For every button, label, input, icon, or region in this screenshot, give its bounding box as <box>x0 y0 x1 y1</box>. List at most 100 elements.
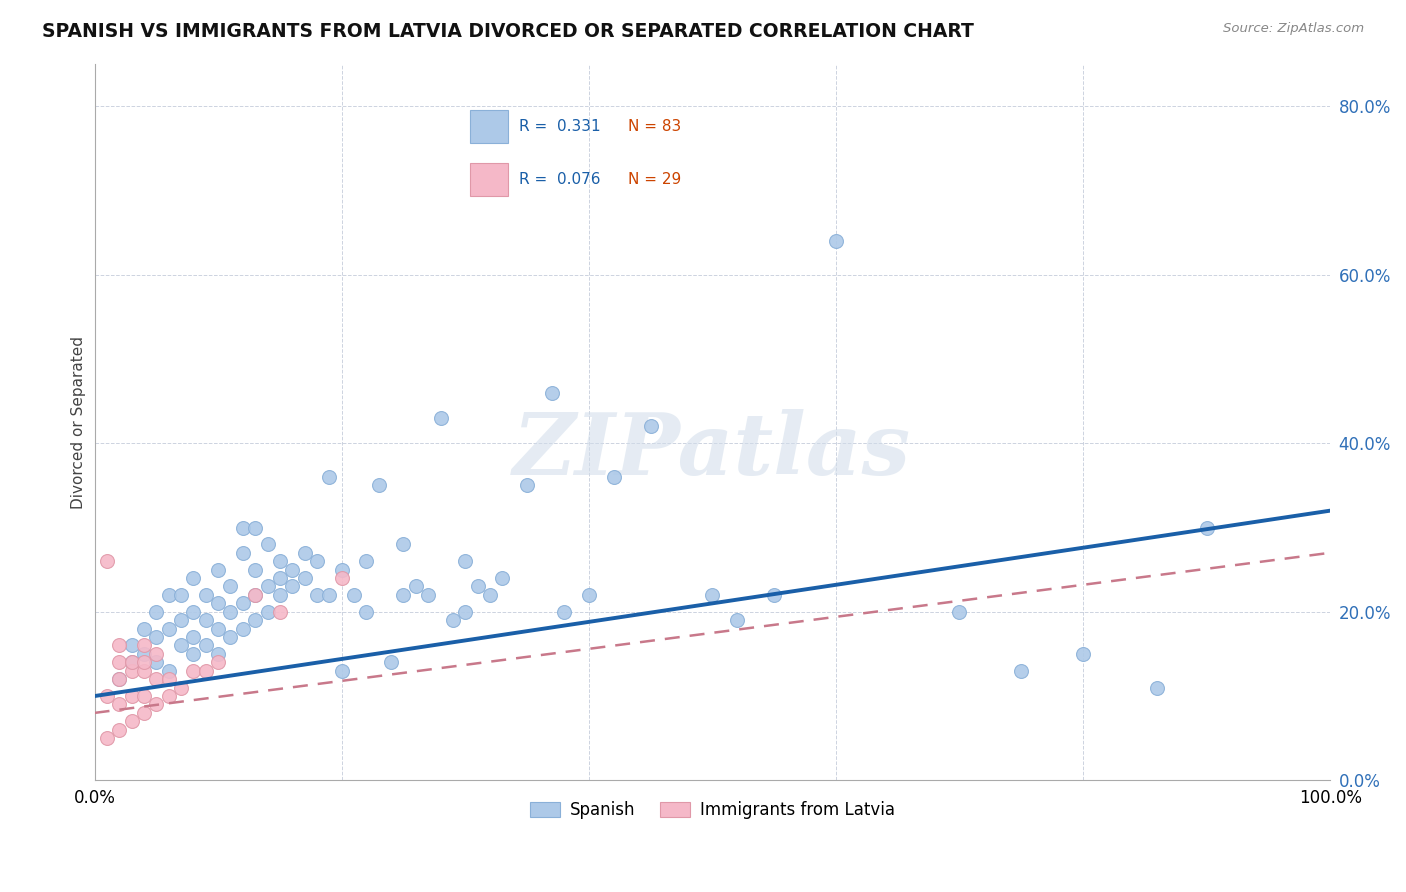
Point <box>702 588 724 602</box>
Point <box>96 689 118 703</box>
Point <box>367 478 389 492</box>
Point <box>256 580 278 594</box>
Point <box>183 605 205 619</box>
Point <box>232 596 254 610</box>
Point <box>232 622 254 636</box>
Text: ZIPatlas: ZIPatlas <box>513 409 911 492</box>
Point <box>392 588 415 602</box>
Point <box>245 563 267 577</box>
Point <box>157 689 180 703</box>
Point <box>256 537 278 551</box>
Point <box>294 546 316 560</box>
Point <box>132 706 155 720</box>
Point <box>330 664 353 678</box>
Point <box>454 554 477 568</box>
Point <box>194 639 217 653</box>
Point <box>578 588 600 602</box>
Point <box>183 630 205 644</box>
Point <box>145 698 167 712</box>
Point <box>183 647 205 661</box>
Point <box>602 470 624 484</box>
Point <box>245 520 267 534</box>
Point <box>108 639 131 653</box>
Point <box>121 639 143 653</box>
Point <box>170 613 193 627</box>
Point <box>491 571 513 585</box>
Point <box>516 478 538 492</box>
Point <box>256 605 278 619</box>
Point <box>207 656 229 670</box>
Point <box>194 664 217 678</box>
Point <box>281 580 304 594</box>
Point <box>294 571 316 585</box>
Point <box>207 647 229 661</box>
Point <box>343 588 366 602</box>
Point <box>132 656 155 670</box>
Point <box>305 554 328 568</box>
Text: SPANISH VS IMMIGRANTS FROM LATVIA DIVORCED OR SEPARATED CORRELATION CHART: SPANISH VS IMMIGRANTS FROM LATVIA DIVORC… <box>42 22 974 41</box>
Point <box>108 672 131 686</box>
Point <box>269 588 291 602</box>
Point <box>763 588 786 602</box>
Point <box>825 234 848 248</box>
Point <box>269 554 291 568</box>
Point <box>1195 520 1218 534</box>
Point <box>121 664 143 678</box>
Point <box>640 419 662 434</box>
Point <box>183 664 205 678</box>
Point <box>183 571 205 585</box>
Point <box>380 656 402 670</box>
Point <box>553 605 575 619</box>
Point <box>108 698 131 712</box>
Point <box>467 580 489 594</box>
Point <box>540 385 562 400</box>
Point <box>170 681 193 695</box>
Point <box>281 563 304 577</box>
Point <box>1010 664 1032 678</box>
Point <box>121 714 143 729</box>
Point <box>157 664 180 678</box>
Point <box>145 630 167 644</box>
Point <box>245 588 267 602</box>
Point <box>454 605 477 619</box>
Point <box>245 613 267 627</box>
Y-axis label: Divorced or Separated: Divorced or Separated <box>72 335 86 508</box>
Point <box>145 605 167 619</box>
Point <box>318 588 340 602</box>
Point <box>145 656 167 670</box>
Point <box>219 630 242 644</box>
Point <box>96 731 118 746</box>
Legend: Spanish, Immigrants from Latvia: Spanish, Immigrants from Latvia <box>523 795 901 826</box>
Point <box>441 613 464 627</box>
Point <box>405 580 427 594</box>
Point <box>96 554 118 568</box>
Point <box>356 554 378 568</box>
Point <box>725 613 748 627</box>
Point <box>305 588 328 602</box>
Point <box>121 656 143 670</box>
Point <box>170 588 193 602</box>
Point <box>232 546 254 560</box>
Point <box>418 588 440 602</box>
Point <box>132 664 155 678</box>
Point <box>194 613 217 627</box>
Point <box>121 689 143 703</box>
Point <box>269 571 291 585</box>
Point <box>207 596 229 610</box>
Point <box>269 605 291 619</box>
Point <box>1071 647 1094 661</box>
Point <box>194 588 217 602</box>
Point <box>108 672 131 686</box>
Point <box>145 647 167 661</box>
Point <box>108 656 131 670</box>
Point <box>170 639 193 653</box>
Point <box>232 520 254 534</box>
Point <box>330 563 353 577</box>
Point <box>207 563 229 577</box>
Point <box>318 470 340 484</box>
Point <box>132 622 155 636</box>
Point <box>132 689 155 703</box>
Point <box>392 537 415 551</box>
Point <box>132 647 155 661</box>
Point <box>157 588 180 602</box>
